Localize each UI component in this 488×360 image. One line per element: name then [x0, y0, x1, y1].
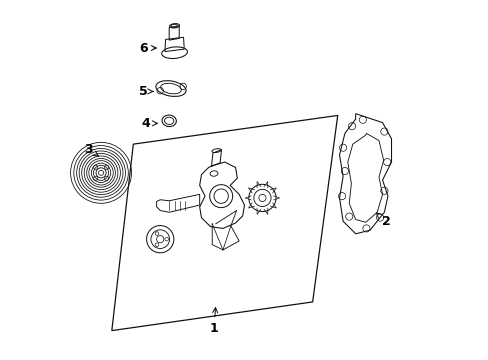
Text: 2: 2: [375, 213, 390, 228]
Text: 6: 6: [139, 41, 156, 54]
Text: 4: 4: [141, 117, 157, 130]
Text: 5: 5: [139, 85, 153, 98]
Text: 3: 3: [84, 143, 98, 156]
Text: 1: 1: [209, 308, 218, 335]
